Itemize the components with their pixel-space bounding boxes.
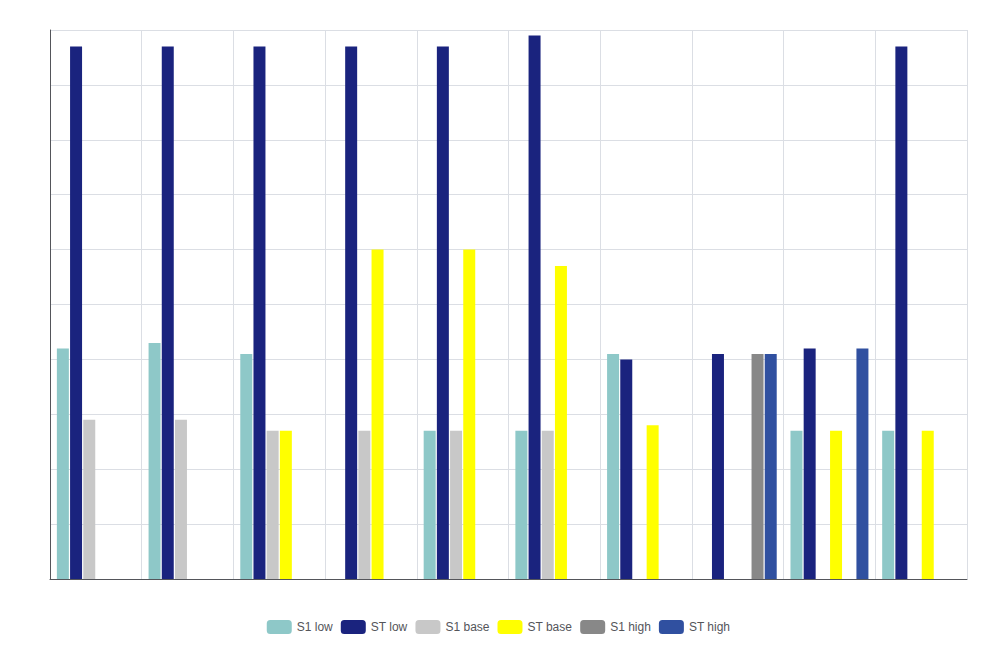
svg-text:ST base: ST base bbox=[527, 620, 572, 634]
svg-text:S1 low: S1 low bbox=[297, 620, 333, 634]
svg-text:S1 high: S1 high bbox=[610, 620, 651, 634]
svg-text:S1 base: S1 base bbox=[445, 620, 489, 634]
svg-text:ST high: ST high bbox=[689, 620, 730, 634]
svg-text:ST low: ST low bbox=[371, 620, 408, 634]
